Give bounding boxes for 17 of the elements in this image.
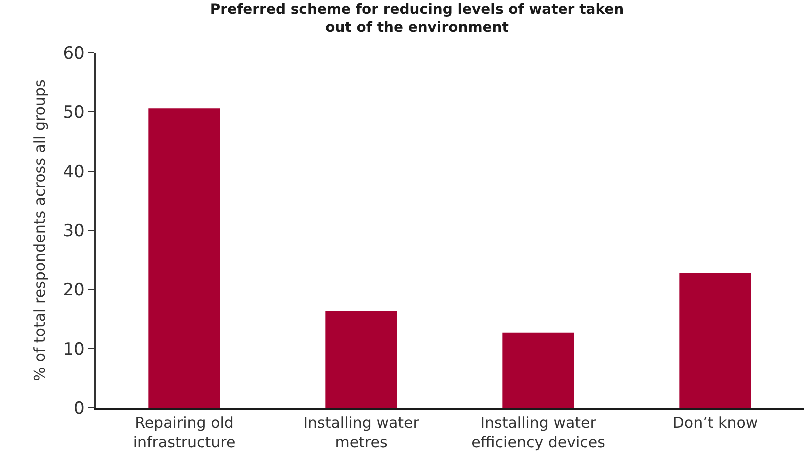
bar xyxy=(680,273,752,408)
y-tick-label: 40 xyxy=(63,162,85,182)
x-tick-label: Installing water efficiency devices xyxy=(472,414,606,452)
y-tick-label: 60 xyxy=(63,44,85,64)
y-tick-label: 50 xyxy=(63,103,85,124)
x-tick-label: Installing water metres xyxy=(304,414,420,452)
chart-title: Preferred scheme for reducing levels of water taken out of the environment xyxy=(210,2,624,36)
bar xyxy=(502,332,574,408)
bar xyxy=(326,312,398,408)
y-tick-label: 10 xyxy=(63,340,85,360)
y-tick-label: 20 xyxy=(63,280,85,301)
y-tick-label: 0 xyxy=(74,398,85,419)
y-tick-label: 30 xyxy=(63,221,85,242)
x-tick-label: Repairing old infrastructure xyxy=(133,414,236,452)
bar xyxy=(148,108,220,408)
y-axis-title: % of total respondents across all groups xyxy=(30,79,49,382)
x-tick-label: Don’t know xyxy=(672,414,758,432)
